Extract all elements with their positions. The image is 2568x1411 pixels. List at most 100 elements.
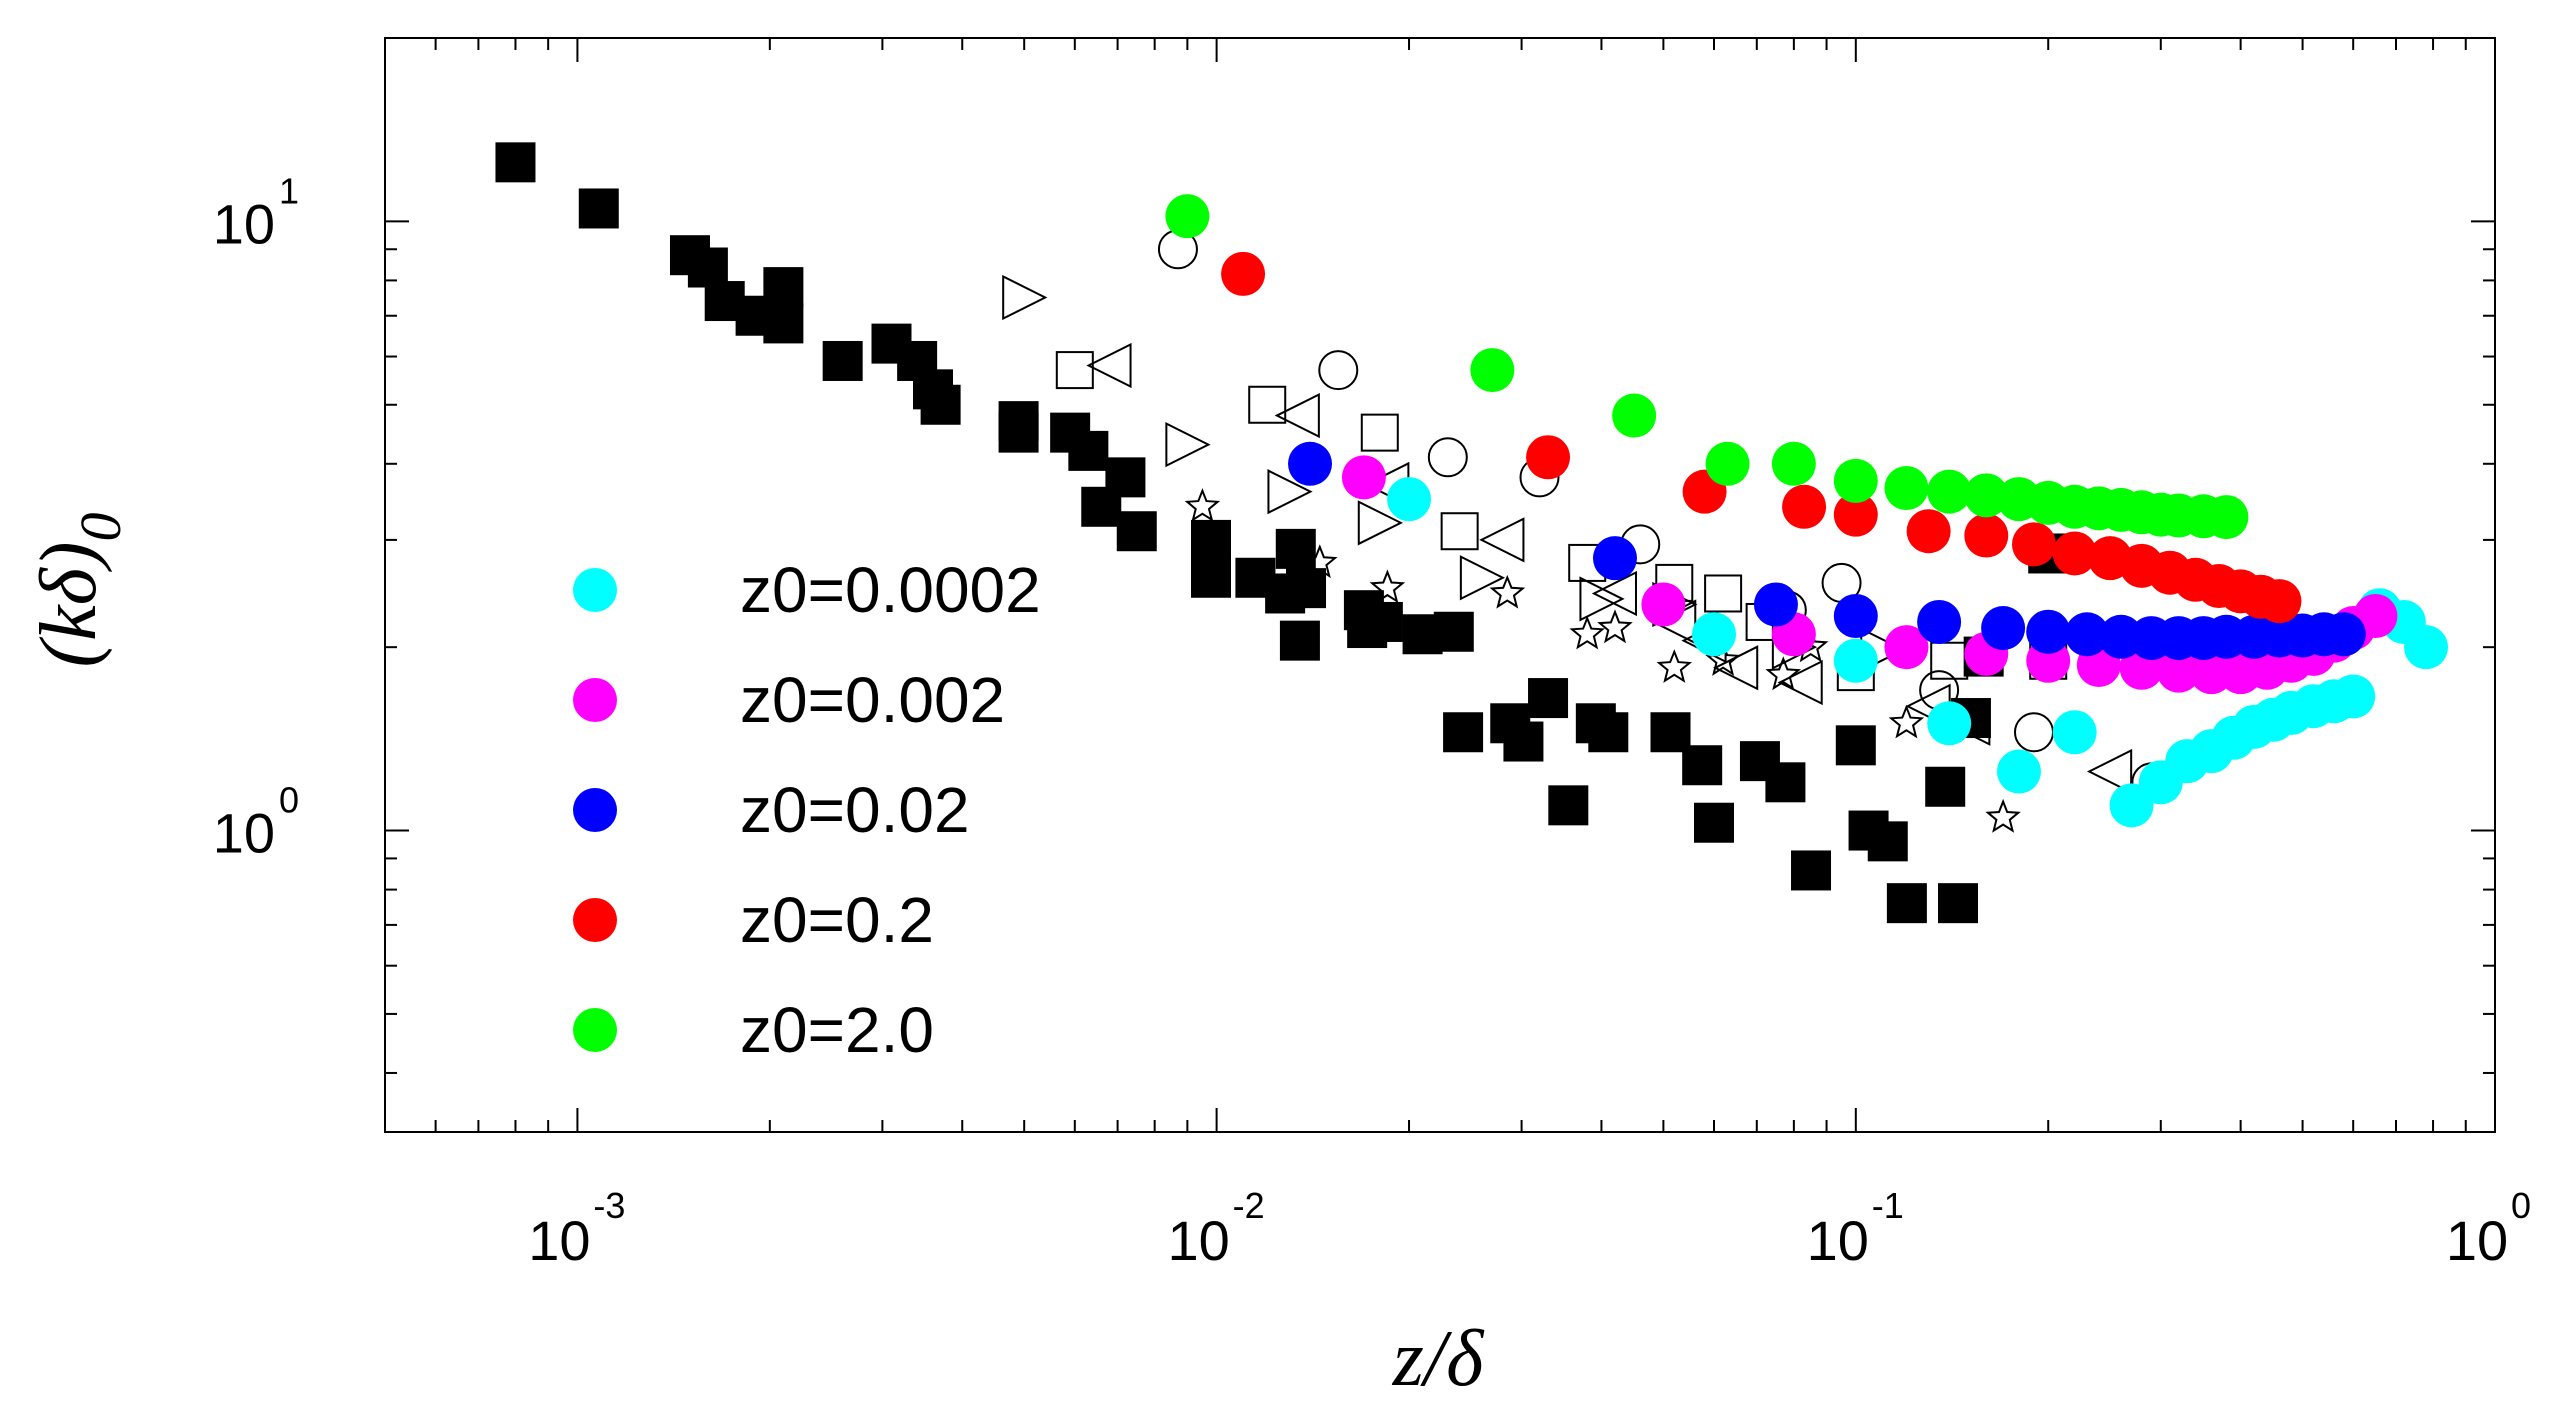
data-point bbox=[2204, 495, 2249, 540]
data-point bbox=[1288, 441, 1333, 486]
x-axis-title: z/δ bbox=[1392, 1315, 1485, 1403]
data-point bbox=[1694, 802, 1735, 843]
data-point bbox=[2331, 674, 2376, 719]
legend-entry: z0=0.0002 bbox=[573, 554, 1041, 626]
data-point bbox=[1782, 484, 1827, 529]
x-tick-exponent: -1 bbox=[1872, 1185, 1904, 1226]
data-point bbox=[1387, 477, 1432, 522]
data-point bbox=[687, 247, 728, 288]
legend-marker bbox=[573, 678, 617, 722]
x-tick-base: 10 bbox=[1807, 1209, 1869, 1272]
data-point bbox=[1274, 392, 1320, 439]
data-point bbox=[1459, 555, 1506, 601]
data-point bbox=[1191, 519, 1232, 560]
series-black-filled-squares bbox=[495, 142, 2069, 924]
data-point bbox=[1656, 649, 1693, 683]
data-point bbox=[1221, 251, 1266, 296]
data-point bbox=[1996, 749, 2041, 794]
data-point bbox=[1833, 492, 1878, 537]
y-tick-exponent: 0 bbox=[279, 780, 299, 821]
legend-entry: z0=0.002 bbox=[573, 664, 1005, 736]
y-tick-base: 10 bbox=[213, 802, 275, 865]
x-tick-exponent: -2 bbox=[1233, 1185, 1265, 1226]
legend-label: z0=0.0002 bbox=[740, 554, 1041, 626]
y-axis-title-sub: 0 bbox=[68, 513, 133, 542]
x-tick-label: 10-1 bbox=[1807, 1185, 1904, 1272]
data-point bbox=[1886, 883, 1927, 924]
data-point bbox=[1833, 638, 1878, 683]
data-point bbox=[1503, 721, 1544, 762]
series-z0-0-02 bbox=[1288, 441, 2366, 661]
data-point bbox=[1705, 441, 1750, 486]
data-point bbox=[822, 340, 863, 381]
legend-label: z0=0.002 bbox=[740, 664, 1005, 736]
data-point bbox=[2013, 712, 2054, 753]
data-point bbox=[1927, 701, 1972, 746]
series-z0-0-2 bbox=[1221, 251, 2302, 624]
data-point bbox=[1964, 473, 2009, 518]
data-point bbox=[1318, 350, 1359, 391]
data-point bbox=[2257, 579, 2302, 624]
data-point bbox=[1360, 413, 1399, 452]
data-point bbox=[1579, 576, 1625, 622]
data-point bbox=[1357, 500, 1404, 546]
x-tick-exponent: 0 bbox=[2511, 1185, 2531, 1226]
legend-label: z0=0.02 bbox=[740, 774, 970, 846]
legend-marker bbox=[573, 898, 617, 942]
legend-marker bbox=[573, 788, 617, 832]
series-z0-2-0 bbox=[1165, 194, 2249, 540]
data-point bbox=[1362, 601, 1403, 642]
x-tick-label: 100 bbox=[2446, 1185, 2531, 1272]
data-points bbox=[495, 142, 2449, 924]
y-tick-label: 101 bbox=[213, 170, 299, 255]
data-point bbox=[1470, 348, 1515, 393]
data-point bbox=[2052, 531, 2097, 576]
data-point bbox=[1526, 435, 1571, 480]
data-point bbox=[1086, 342, 1132, 389]
data-point bbox=[1835, 725, 1876, 766]
x-tick-base: 10 bbox=[2446, 1209, 2508, 1272]
data-point bbox=[1592, 536, 1637, 581]
data-point bbox=[1427, 437, 1468, 478]
data-point bbox=[1548, 785, 1589, 826]
data-point bbox=[1479, 517, 1525, 563]
data-point bbox=[1341, 455, 1386, 500]
data-point bbox=[1489, 574, 1526, 609]
data-point bbox=[1528, 678, 1569, 719]
data-point bbox=[2321, 612, 2366, 657]
data-point bbox=[998, 412, 1039, 453]
data-point bbox=[1888, 704, 1925, 739]
data-point bbox=[2086, 748, 2133, 795]
data-point bbox=[1884, 625, 1929, 670]
data-point bbox=[1704, 574, 1743, 613]
data-point bbox=[1867, 821, 1908, 862]
svg-text:(kδ)0: (kδ)0 bbox=[25, 513, 133, 668]
data-point bbox=[1301, 544, 1338, 579]
legend-label: z0=0.2 bbox=[740, 884, 934, 956]
data-point bbox=[2052, 710, 2097, 755]
data-point bbox=[495, 142, 536, 183]
y-axis-title: (kδ)0 bbox=[25, 513, 133, 668]
x-tick-label: 10-2 bbox=[1167, 1185, 1264, 1272]
legend-marker bbox=[573, 568, 617, 612]
x-tick-exponent: -3 bbox=[593, 1185, 625, 1226]
data-point bbox=[1682, 745, 1723, 786]
legend-entry: z0=0.2 bbox=[573, 884, 934, 956]
data-point bbox=[1068, 430, 1109, 471]
data-point bbox=[763, 303, 804, 344]
data-point bbox=[1116, 511, 1157, 552]
data-point bbox=[1105, 457, 1146, 498]
data-point bbox=[1279, 620, 1320, 661]
y-tick-exponent: 1 bbox=[279, 170, 299, 211]
data-point bbox=[1286, 568, 1327, 609]
legend-entry: z0=2.0 bbox=[573, 994, 934, 1066]
data-point bbox=[578, 188, 619, 229]
data-point bbox=[1641, 582, 1686, 627]
data-point bbox=[1771, 441, 1816, 486]
data-point bbox=[1985, 798, 2021, 833]
legend-entry: z0=0.02 bbox=[573, 774, 970, 846]
x-tick-label: 10-3 bbox=[528, 1185, 625, 1272]
y-tick-base: 10 bbox=[213, 192, 275, 255]
